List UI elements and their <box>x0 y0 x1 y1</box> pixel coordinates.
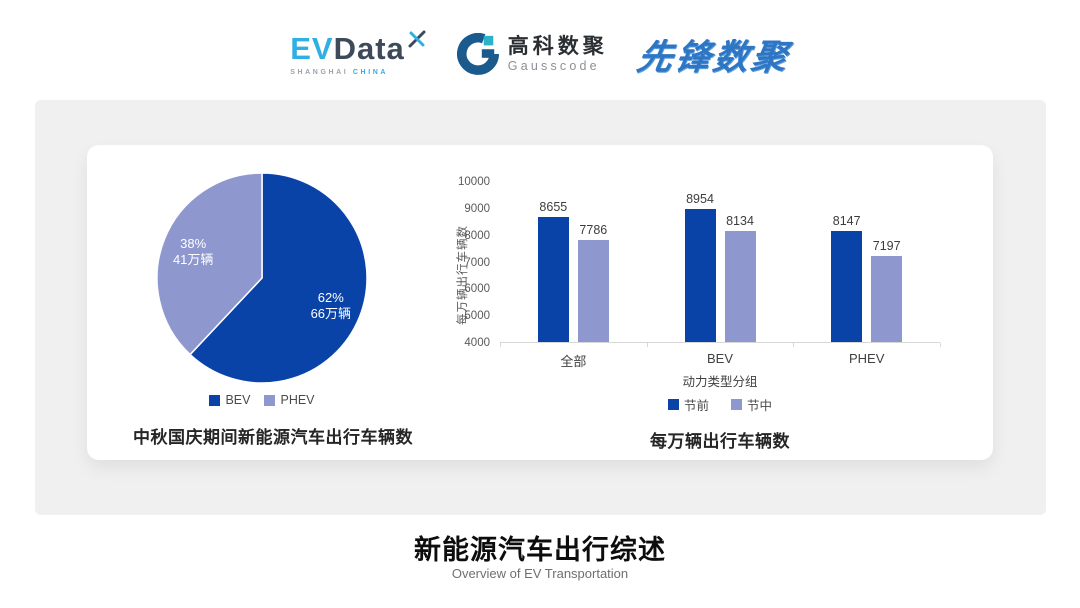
page-title: 新能源汽车出行综述 <box>414 535 666 565</box>
bar-wrap: 8954 <box>684 192 716 342</box>
bar-chart-categories: 全部 BEV PHEV <box>500 351 940 370</box>
pie-chart-title: 中秋国庆期间新能源汽车出行车辆数 <box>133 428 413 447</box>
evdata-china-text: CHINA <box>352 68 389 76</box>
pie-chart: 62% 66万辆 38% 41万辆 <box>156 172 368 384</box>
chart-card: 62% 66万辆 38% 41万辆 BEV PHEV 中秋国庆期间新能源汽车出行车辆数 … <box>87 145 993 460</box>
legend-swatch-icon <box>209 394 221 406</box>
pie-slice-label: 62% 66万辆 <box>311 290 351 321</box>
y-tick-label: 5000 <box>464 310 490 323</box>
legend-item: 节中 <box>731 395 772 414</box>
x-axis-tick <box>646 343 648 347</box>
evdata-shanghai-text: SHANGHAI <box>290 68 349 76</box>
category-label-BEV: BEV <box>707 351 734 366</box>
bar-chart-xlabel: 动力类型分组 <box>682 375 758 389</box>
y-tick-label: 6000 <box>464 283 490 296</box>
bar-节中-BEV <box>724 231 756 342</box>
legend-label: BEV <box>225 393 251 407</box>
pioneer-logo: 先锋数聚 <box>633 37 793 77</box>
evdata-logo-subtext: SHANGHAI CHINA <box>290 69 388 76</box>
legend-item: PHEV <box>264 393 315 407</box>
x-axis-tick <box>793 343 795 347</box>
bar-节前-PHEV <box>831 230 863 342</box>
bar-chart: 每万辆出行车辆数 4000 5000 6000 7000 8000 9000 10000 8… <box>437 165 977 451</box>
legend-label: 节中 <box>747 399 773 413</box>
legend-item: BEV <box>209 393 250 407</box>
bar-value-label: 7786 <box>579 223 608 238</box>
pie-slice-phev <box>156 172 263 356</box>
bar-value-label: 7197 <box>872 239 901 254</box>
legend-swatch-icon <box>264 394 276 406</box>
page-subtitle: Overview of EV Transportation <box>451 566 629 581</box>
legend-item: 节前 <box>667 395 709 414</box>
bar-group-BEV: 8954 8134 <box>647 182 794 342</box>
pie-slice-bev <box>189 172 368 384</box>
bar-chart-title: 每万辆出行车辆数 <box>650 432 790 451</box>
evdata-logo-ev: EV <box>290 30 334 66</box>
evdata-x-icon <box>408 30 426 47</box>
bar-wrap: 7197 <box>871 239 903 342</box>
bar-wrap: 8147 <box>831 213 863 342</box>
bar-value-label: 8954 <box>686 192 714 207</box>
legend-label: 节前 <box>683 399 709 413</box>
gausscode-en-text: Gausscode <box>507 59 600 74</box>
bar-chart-plot: 8655 7786 8954 8134 8147 7197 <box>500 182 940 343</box>
bar-group-全部: 8655 7786 <box>500 182 647 342</box>
y-tick-label: 9000 <box>464 202 490 215</box>
legend-swatch-icon <box>731 399 742 410</box>
header-logo-bar: EV Data SHANGHAI CHINA 高科数聚 Gausscode <box>0 20 1080 88</box>
pie-legend: BEV PHEV <box>111 393 413 407</box>
category-label-PHEV: PHEV <box>848 351 885 366</box>
bar-节中-PHEV <box>871 256 903 342</box>
y-tick-label: 4000 <box>464 337 490 349</box>
evdata-logo-data: Data <box>333 30 405 66</box>
gausscode-g-icon <box>456 33 499 75</box>
pie-slice-label: 38% 41万辆 <box>173 236 213 267</box>
evdata-logo: EV Data SHANGHAI CHINA <box>290 30 427 76</box>
x-axis-tick <box>500 343 501 347</box>
x-axis-tick <box>940 343 941 347</box>
legend-swatch-icon <box>667 399 679 410</box>
y-tick-label: 7000 <box>464 256 490 269</box>
bar-节中-全部 <box>577 240 609 342</box>
y-tick-label: 10000 <box>458 176 490 188</box>
bar-value-label: 8134 <box>726 214 754 229</box>
bar-wrap: 7786 <box>577 223 609 342</box>
bar-legend: 节前 节中 <box>500 395 940 414</box>
category-label-全部: 全部 <box>560 354 587 369</box>
bar-wrap: 8134 <box>724 214 756 342</box>
legend-label: PHEV <box>280 393 315 407</box>
bar-value-label: 8655 <box>539 200 568 215</box>
bar-value-label: 8147 <box>832 213 861 228</box>
bar-group-PHEV: 8147 7197 <box>793 182 940 342</box>
content-panel: 62% 66万辆 38% 41万辆 BEV PHEV 中秋国庆期间新能源汽车出行车辆数 … <box>35 100 1046 515</box>
gausscode-cn-text: 高科数聚 <box>507 34 608 58</box>
gausscode-logo: 高科数聚 Gausscode <box>456 33 608 75</box>
bar-节前-全部 <box>537 217 569 342</box>
bar-wrap: 8655 <box>537 200 569 342</box>
bar-节前-BEV <box>684 209 716 342</box>
y-tick-label: 8000 <box>464 229 490 242</box>
